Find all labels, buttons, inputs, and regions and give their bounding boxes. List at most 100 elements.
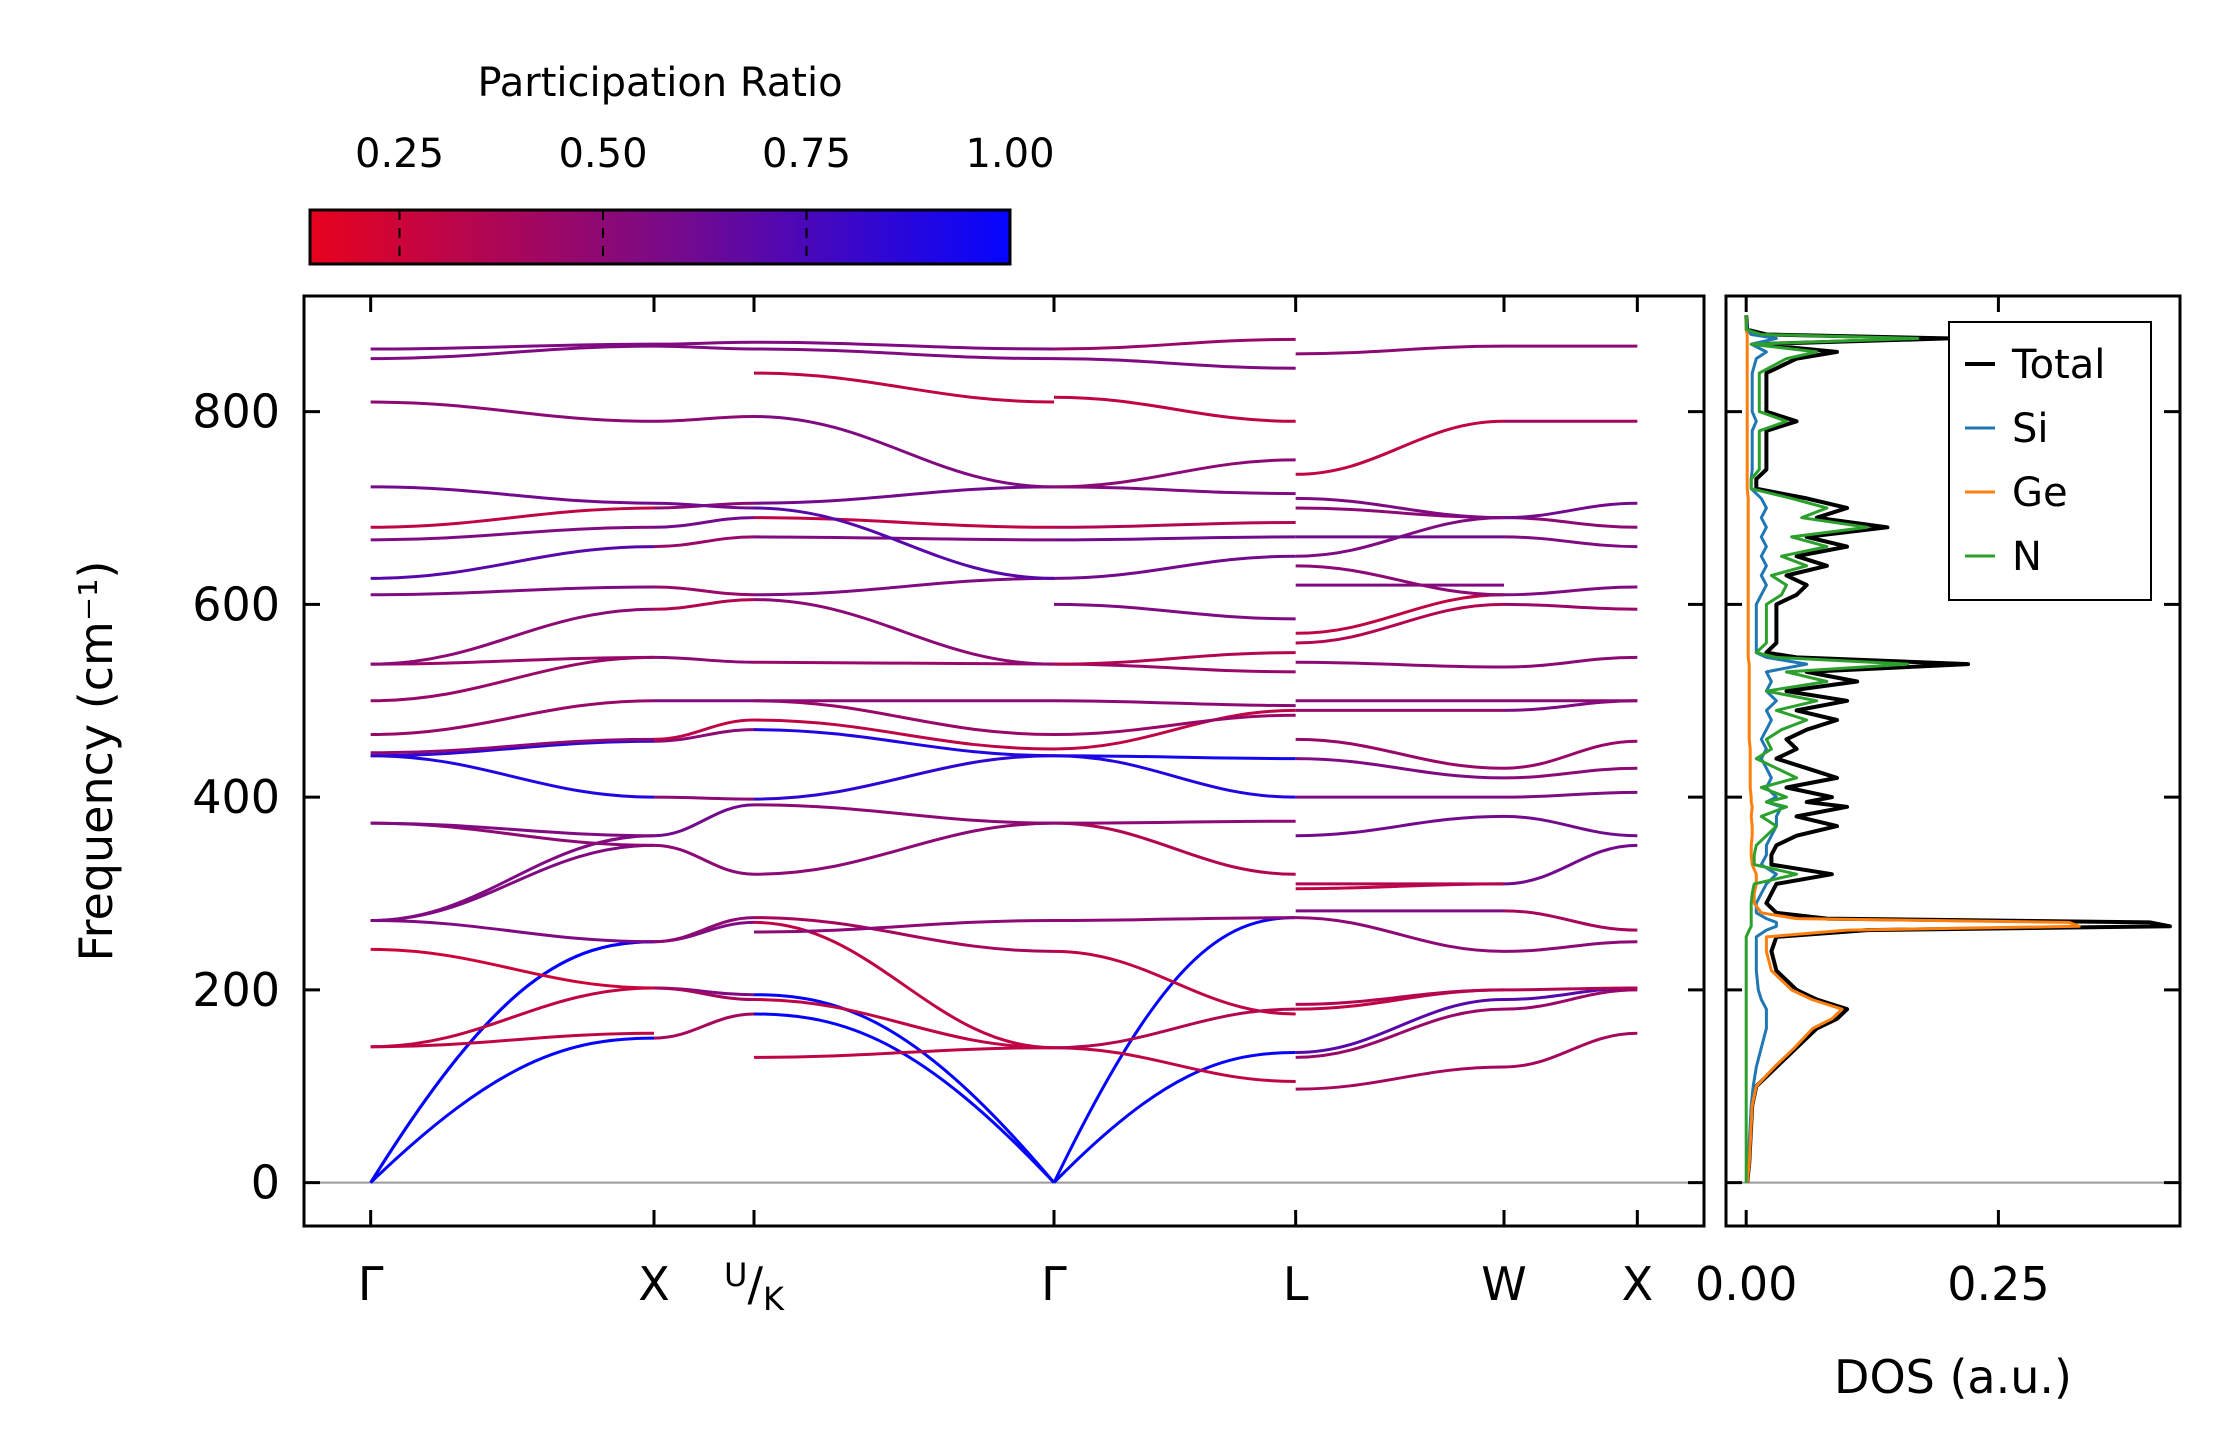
band-line xyxy=(653,920,755,944)
band-line xyxy=(1295,1007,1505,1059)
band-line xyxy=(1053,1046,1296,1083)
band-line xyxy=(1503,501,1638,520)
colorbar-gradient xyxy=(308,208,1012,266)
band-line xyxy=(1295,916,1505,953)
band-line xyxy=(1053,713,1296,736)
band-line xyxy=(753,516,1055,529)
band-line xyxy=(1295,496,1505,520)
band-line xyxy=(370,834,655,922)
band-line xyxy=(753,371,1055,404)
band-line xyxy=(653,795,755,801)
band-line xyxy=(753,918,1055,934)
y-tick-label: 200 xyxy=(192,963,280,1017)
x-tick-label: Γ xyxy=(358,1257,384,1311)
legend-label-ge: Ge xyxy=(2012,470,2068,516)
band-line xyxy=(1503,655,1638,669)
band-line xyxy=(753,803,1055,825)
dos-panel: 0.00 0.25 DOS (a.u.) Total Si Ge N xyxy=(1695,294,2182,1404)
band-line xyxy=(1503,986,1638,992)
band-line xyxy=(1053,357,1296,370)
band-line xyxy=(370,400,655,423)
y-tick-label: 600 xyxy=(192,577,280,631)
band-line xyxy=(1053,520,1296,529)
band-line xyxy=(1053,535,1296,542)
band-line xyxy=(653,535,755,549)
band-line xyxy=(1053,602,1296,621)
band-line xyxy=(1053,662,1296,674)
band-line xyxy=(653,986,755,1002)
band-line xyxy=(753,993,1056,1184)
band-line xyxy=(1503,988,1638,1011)
dos-line-si xyxy=(1744,315,1809,1183)
band-line xyxy=(1503,1031,1638,1069)
band-line xyxy=(370,699,655,736)
band-line xyxy=(1053,754,1296,761)
dos-curves xyxy=(1744,315,2172,1183)
dos-line-total xyxy=(1744,315,2172,1183)
band-line xyxy=(753,340,1055,351)
band-line xyxy=(653,501,755,510)
band-line xyxy=(1295,988,1505,1011)
x-tick-label: X xyxy=(638,1257,670,1311)
band-line xyxy=(1295,1065,1505,1091)
band-line xyxy=(369,1036,655,1184)
band-line xyxy=(753,728,1055,758)
band-line xyxy=(1503,909,1638,932)
band-line xyxy=(753,598,1055,666)
band-line xyxy=(1503,940,1638,953)
band-line xyxy=(753,998,1055,1050)
band-line xyxy=(370,918,655,944)
band-line xyxy=(653,414,755,423)
colorbar-tick-label: 1.00 xyxy=(965,131,1054,177)
dos-x-axis-label: DOS (a.u.) xyxy=(1834,1350,2072,1404)
legend-label-si: Si xyxy=(2012,406,2049,452)
band-line xyxy=(370,754,655,799)
dos-line-n xyxy=(1744,315,1920,1183)
band-line xyxy=(753,506,1055,580)
band-line xyxy=(1295,602,1505,645)
band-line xyxy=(1295,737,1505,770)
band-line xyxy=(1053,395,1296,423)
x-tick-label: W xyxy=(1481,1257,1526,1311)
band-line xyxy=(370,655,655,703)
x-tick-label: U/K xyxy=(724,1256,785,1318)
band-line xyxy=(370,545,655,580)
band-line xyxy=(370,1031,655,1049)
band-line xyxy=(1295,419,1505,476)
legend-label-total: Total xyxy=(2011,342,2105,388)
band-line xyxy=(370,525,655,542)
band-line xyxy=(370,485,655,505)
band-line xyxy=(1053,699,1296,708)
band-line xyxy=(1503,739,1638,770)
band-line xyxy=(1053,708,1296,751)
dos-legend: Total Si Ge N xyxy=(1948,321,2152,601)
band-line xyxy=(653,344,755,351)
band-line xyxy=(370,585,655,597)
band-line xyxy=(1503,516,1638,529)
band-line xyxy=(369,940,655,1184)
band-line xyxy=(370,737,655,755)
band-line xyxy=(1503,602,1638,611)
band-line xyxy=(753,1012,1056,1184)
band-line xyxy=(753,916,1055,953)
band-structure-panel: 0 200 400 600 800 Γ X U/K Γ L W X Frequency (cm⁻¹) xyxy=(69,294,1706,1318)
band-line xyxy=(1053,337,1296,351)
band-line xyxy=(370,607,655,666)
colorbar-title: Participation Ratio xyxy=(477,60,842,106)
y-tick-label: 800 xyxy=(192,385,280,439)
band-line xyxy=(1503,814,1638,838)
colorbar-tick-label: 0.75 xyxy=(762,131,851,177)
band-line xyxy=(370,947,655,990)
band-line xyxy=(653,340,755,346)
x-tick-label: Γ xyxy=(1041,1257,1067,1311)
band-line xyxy=(370,986,655,1049)
band-line xyxy=(653,718,755,741)
band-line xyxy=(653,655,755,664)
band-line xyxy=(370,342,655,351)
band-line xyxy=(753,485,1055,505)
band-line xyxy=(370,506,655,529)
band-line xyxy=(1053,916,1296,922)
x-tick-label: L xyxy=(1283,1257,1309,1311)
band-line xyxy=(753,821,1055,876)
band-axes-frame xyxy=(302,294,1706,1228)
